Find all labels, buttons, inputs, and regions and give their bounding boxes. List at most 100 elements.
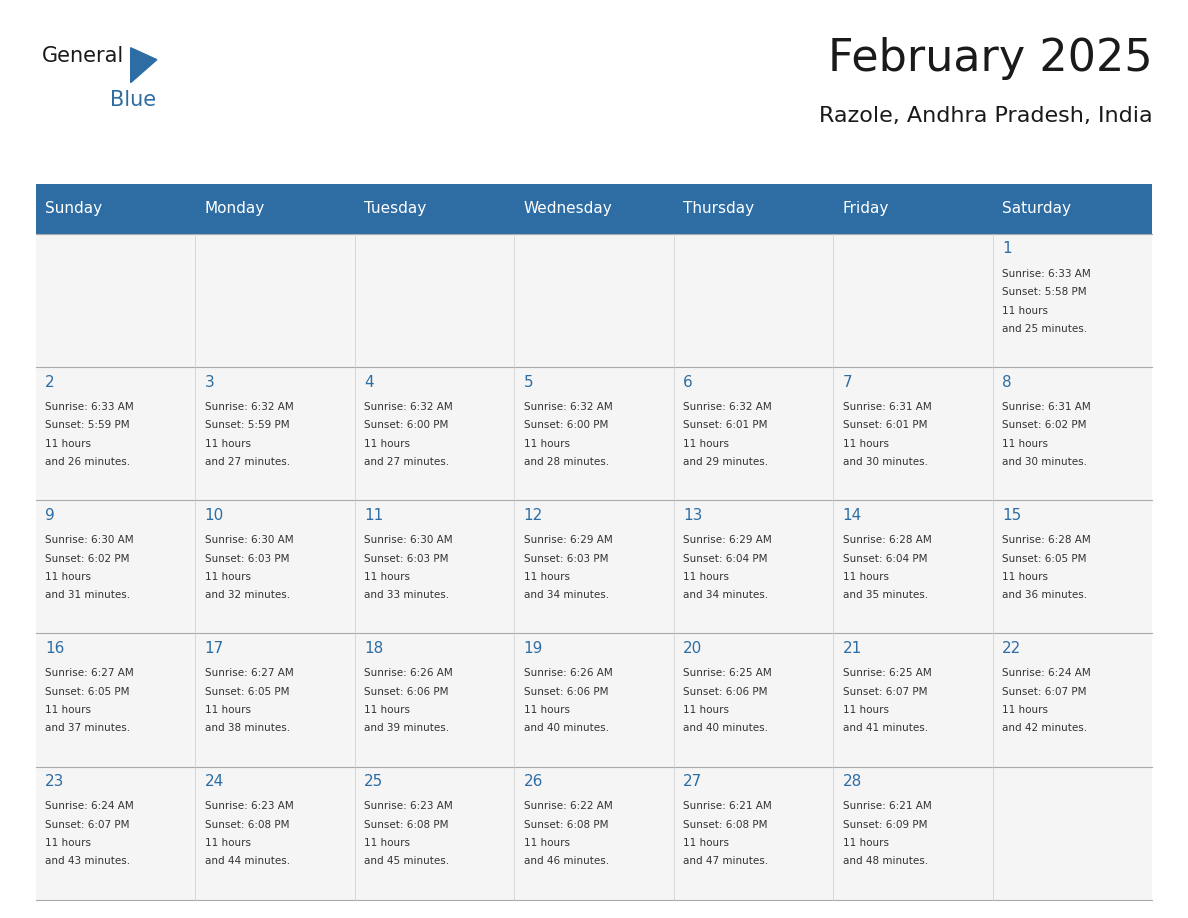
Text: General: General	[42, 46, 124, 66]
Text: and 30 minutes.: and 30 minutes.	[1003, 457, 1087, 467]
Text: Sunset: 6:03 PM: Sunset: 6:03 PM	[204, 554, 289, 564]
Text: and 37 minutes.: and 37 minutes.	[45, 723, 131, 733]
Text: 15: 15	[1003, 508, 1022, 522]
Text: Sunday: Sunday	[45, 201, 102, 217]
Bar	[36, 184, 1152, 234]
Text: Sunset: 5:58 PM: Sunset: 5:58 PM	[1003, 287, 1087, 297]
Text: Sunrise: 6:27 AM: Sunrise: 6:27 AM	[204, 668, 293, 678]
Text: and 33 minutes.: and 33 minutes.	[365, 590, 449, 600]
Text: Sunrise: 6:25 AM: Sunrise: 6:25 AM	[842, 668, 931, 678]
Text: Sunset: 6:07 PM: Sunset: 6:07 PM	[45, 820, 129, 830]
Text: and 29 minutes.: and 29 minutes.	[683, 457, 769, 467]
Text: and 46 minutes.: and 46 minutes.	[524, 856, 609, 867]
Text: Sunset: 5:59 PM: Sunset: 5:59 PM	[45, 420, 129, 431]
Text: Sunrise: 6:28 AM: Sunrise: 6:28 AM	[842, 535, 931, 545]
Text: and 48 minutes.: and 48 minutes.	[842, 856, 928, 867]
Text: Sunset: 6:08 PM: Sunset: 6:08 PM	[524, 820, 608, 830]
Text: Sunrise: 6:28 AM: Sunrise: 6:28 AM	[1003, 535, 1091, 545]
Text: 16: 16	[45, 641, 64, 655]
Text: 11 hours: 11 hours	[842, 838, 889, 848]
Text: 3: 3	[204, 375, 214, 389]
Text: 11: 11	[365, 508, 384, 522]
Text: Saturday: Saturday	[1003, 201, 1072, 217]
Text: Sunset: 6:06 PM: Sunset: 6:06 PM	[524, 687, 608, 697]
Text: and 42 minutes.: and 42 minutes.	[1003, 723, 1087, 733]
Text: Wednesday: Wednesday	[524, 201, 613, 217]
Text: 20: 20	[683, 641, 702, 655]
Text: Sunrise: 6:24 AM: Sunrise: 6:24 AM	[45, 801, 134, 812]
Text: February 2025: February 2025	[828, 37, 1152, 80]
Text: and 34 minutes.: and 34 minutes.	[524, 590, 609, 600]
Text: 5: 5	[524, 375, 533, 389]
Text: Sunset: 6:04 PM: Sunset: 6:04 PM	[683, 554, 767, 564]
Text: Sunrise: 6:26 AM: Sunrise: 6:26 AM	[524, 668, 613, 678]
Text: Sunrise: 6:23 AM: Sunrise: 6:23 AM	[204, 801, 293, 812]
Text: Sunrise: 6:25 AM: Sunrise: 6:25 AM	[683, 668, 772, 678]
Text: Sunrise: 6:32 AM: Sunrise: 6:32 AM	[524, 402, 613, 412]
Text: 18: 18	[365, 641, 384, 655]
Text: 11 hours: 11 hours	[365, 572, 410, 582]
Text: 11 hours: 11 hours	[45, 838, 91, 848]
Text: Sunset: 6:02 PM: Sunset: 6:02 PM	[45, 554, 129, 564]
Text: 24: 24	[204, 774, 223, 789]
Text: 7: 7	[842, 375, 853, 389]
Text: 4: 4	[365, 375, 374, 389]
Text: Sunset: 6:03 PM: Sunset: 6:03 PM	[524, 554, 608, 564]
Text: 11 hours: 11 hours	[524, 838, 570, 848]
Text: Sunrise: 6:32 AM: Sunrise: 6:32 AM	[204, 402, 293, 412]
Text: 23: 23	[45, 774, 64, 789]
Text: 11 hours: 11 hours	[1003, 705, 1048, 715]
Text: 11 hours: 11 hours	[45, 439, 91, 449]
Text: 28: 28	[842, 774, 862, 789]
Text: 11 hours: 11 hours	[842, 705, 889, 715]
Text: Sunset: 6:06 PM: Sunset: 6:06 PM	[365, 687, 449, 697]
Text: 26: 26	[524, 774, 543, 789]
Text: 17: 17	[204, 641, 223, 655]
Text: 10: 10	[204, 508, 223, 522]
Text: and 35 minutes.: and 35 minutes.	[842, 590, 928, 600]
Text: 11 hours: 11 hours	[45, 705, 91, 715]
Text: Sunset: 5:59 PM: Sunset: 5:59 PM	[204, 420, 290, 431]
Text: Sunset: 6:05 PM: Sunset: 6:05 PM	[45, 687, 129, 697]
Text: Razole, Andhra Pradesh, India: Razole, Andhra Pradesh, India	[819, 106, 1152, 126]
Text: Sunset: 6:08 PM: Sunset: 6:08 PM	[204, 820, 289, 830]
Text: Sunset: 6:09 PM: Sunset: 6:09 PM	[842, 820, 928, 830]
Text: and 30 minutes.: and 30 minutes.	[842, 457, 928, 467]
Text: 11 hours: 11 hours	[524, 572, 570, 582]
Text: Friday: Friday	[842, 201, 889, 217]
Text: and 32 minutes.: and 32 minutes.	[204, 590, 290, 600]
Text: 11 hours: 11 hours	[204, 572, 251, 582]
Text: and 27 minutes.: and 27 minutes.	[204, 457, 290, 467]
Text: Monday: Monday	[204, 201, 265, 217]
Text: 11 hours: 11 hours	[365, 838, 410, 848]
Text: 9: 9	[45, 508, 55, 522]
Text: Sunrise: 6:30 AM: Sunrise: 6:30 AM	[45, 535, 134, 545]
Text: and 34 minutes.: and 34 minutes.	[683, 590, 769, 600]
Text: Sunrise: 6:22 AM: Sunrise: 6:22 AM	[524, 801, 613, 812]
Text: 1: 1	[1003, 241, 1012, 256]
Text: 11 hours: 11 hours	[524, 439, 570, 449]
Text: and 40 minutes.: and 40 minutes.	[524, 723, 608, 733]
Text: Sunset: 6:07 PM: Sunset: 6:07 PM	[1003, 687, 1087, 697]
Text: Sunrise: 6:31 AM: Sunrise: 6:31 AM	[1003, 402, 1091, 412]
Bar	[36, 234, 1152, 367]
Text: and 36 minutes.: and 36 minutes.	[1003, 590, 1087, 600]
Text: Sunrise: 6:29 AM: Sunrise: 6:29 AM	[524, 535, 613, 545]
Text: and 44 minutes.: and 44 minutes.	[204, 856, 290, 867]
Text: 8: 8	[1003, 375, 1012, 389]
Text: 11 hours: 11 hours	[683, 439, 729, 449]
Text: Sunrise: 6:32 AM: Sunrise: 6:32 AM	[365, 402, 453, 412]
Text: 11 hours: 11 hours	[365, 705, 410, 715]
Text: Sunrise: 6:21 AM: Sunrise: 6:21 AM	[683, 801, 772, 812]
Bar	[36, 367, 1152, 500]
Text: and 25 minutes.: and 25 minutes.	[1003, 324, 1087, 334]
Text: Sunrise: 6:31 AM: Sunrise: 6:31 AM	[842, 402, 931, 412]
Text: Sunset: 6:01 PM: Sunset: 6:01 PM	[683, 420, 767, 431]
Text: 11 hours: 11 hours	[1003, 306, 1048, 316]
Text: Sunrise: 6:23 AM: Sunrise: 6:23 AM	[365, 801, 453, 812]
Text: 12: 12	[524, 508, 543, 522]
Text: Sunset: 6:00 PM: Sunset: 6:00 PM	[365, 420, 449, 431]
Text: 13: 13	[683, 508, 702, 522]
Text: 11 hours: 11 hours	[842, 439, 889, 449]
Text: Sunrise: 6:21 AM: Sunrise: 6:21 AM	[842, 801, 931, 812]
